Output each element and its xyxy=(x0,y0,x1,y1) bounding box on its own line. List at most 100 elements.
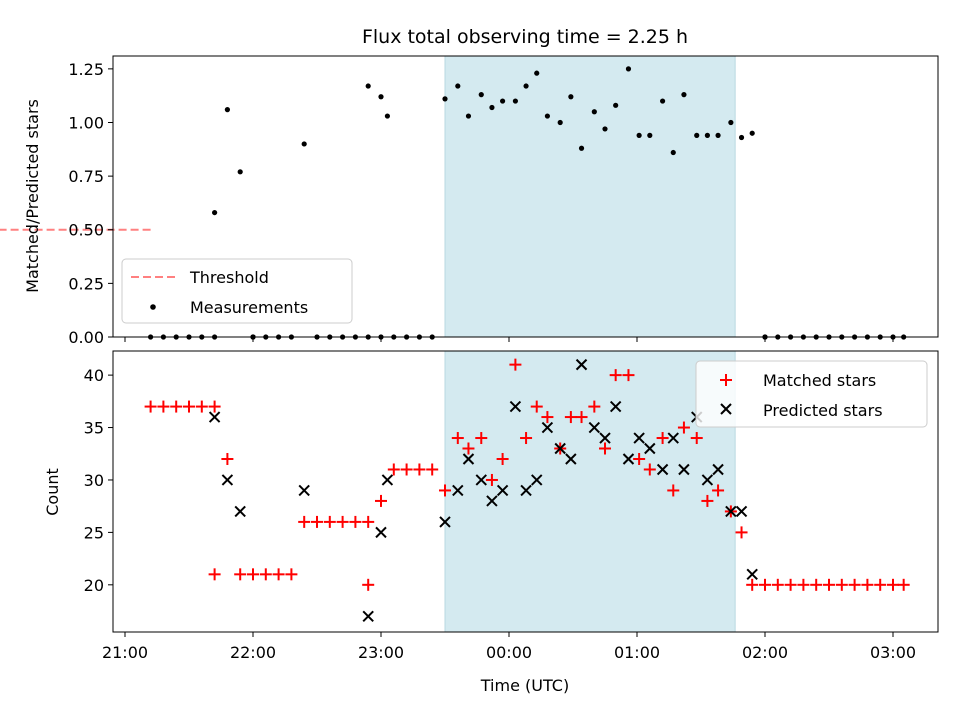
predicted-legend-label: Predicted stars xyxy=(763,401,883,420)
matched-star-point xyxy=(784,578,797,591)
measurement-point xyxy=(636,132,642,138)
bottom-y-tick-label: 40 xyxy=(84,366,104,385)
bottom-plot-area: 20 25 30 35 40 21:00 22:00 23:00 00:00 01:00 02:00… xyxy=(84,350,939,662)
matched-star-point xyxy=(874,578,887,591)
matched-star-point xyxy=(485,473,498,486)
matched-star-point xyxy=(221,452,234,465)
matched-star-point xyxy=(247,568,259,581)
matched-star-point xyxy=(336,515,349,528)
predicted-star-point xyxy=(520,484,532,497)
measurement-point xyxy=(442,96,448,102)
measurement-point xyxy=(715,132,721,138)
matched-star-point xyxy=(823,578,835,591)
predicted-star-point xyxy=(439,516,451,528)
top-y-axis-label: Matched/Predicted stars xyxy=(23,99,42,293)
predicted-star-point xyxy=(599,432,611,444)
bottom-y-axis-label: Count xyxy=(43,468,62,516)
top-y-tick-label: 1.25 xyxy=(68,60,104,79)
measurements-legend-swatch xyxy=(150,304,156,310)
matched-star-point xyxy=(400,463,413,476)
matched-star-point xyxy=(861,578,874,591)
predicted-star-point xyxy=(509,400,522,413)
matched-star-point xyxy=(887,578,899,591)
matched-star-point xyxy=(759,578,771,591)
matched-star-point xyxy=(311,515,323,528)
predicted-star-point xyxy=(701,474,714,486)
matched-star-point xyxy=(387,463,400,476)
measurement-point xyxy=(738,134,745,141)
predicted-star-point xyxy=(362,610,374,622)
measurement-point xyxy=(602,126,608,132)
matched-star-point xyxy=(439,484,451,497)
top-y-tick-label: 0.75 xyxy=(68,167,104,186)
matched-star-point xyxy=(509,358,522,371)
measurement-point xyxy=(568,94,574,100)
measurement-point xyxy=(728,119,734,126)
predicted-star-point xyxy=(667,432,679,444)
matched-star-point xyxy=(298,515,311,528)
predicted-star-point xyxy=(678,463,690,476)
matched-star-point xyxy=(848,578,861,591)
matched-star-point xyxy=(656,432,669,445)
matched-star-point xyxy=(520,432,533,445)
matched-star-point xyxy=(362,578,375,591)
predicted-star-point xyxy=(712,463,724,476)
bottom-legend: Matched stars Predicted stars xyxy=(695,360,928,428)
predicted-star-point xyxy=(565,453,577,465)
matched-star-point xyxy=(835,578,848,591)
matched-star-point xyxy=(157,400,170,413)
matched-star-point xyxy=(690,432,703,445)
bottom-legend-box xyxy=(695,360,928,428)
matched-star-point xyxy=(810,578,823,591)
predicted-star-point xyxy=(208,411,221,423)
bottom-y-tick-label: 35 xyxy=(84,419,104,438)
bottom-x-tick-label: 02:00 xyxy=(742,643,788,662)
bottom-x-tick-label: 23:00 xyxy=(358,643,404,662)
matched-star-point xyxy=(259,568,272,581)
matched-star-point xyxy=(701,494,714,507)
matched-star-point xyxy=(575,411,588,424)
measurement-point xyxy=(212,209,218,216)
top-shaded-interval xyxy=(444,55,736,338)
predicted-star-point xyxy=(656,463,669,476)
bottom-axes-frame xyxy=(112,350,939,633)
threshold-legend-label: Threshold xyxy=(189,268,269,287)
predicted-star-point xyxy=(486,495,498,507)
matched-star-point xyxy=(530,400,543,413)
measurement-point xyxy=(681,92,687,98)
top-legend: Threshold Measurements xyxy=(121,258,353,324)
top-plot-area: 0.00 0.25 0.50 0.75 1.00 1.25 xyxy=(0,55,939,347)
measurement-point xyxy=(613,102,619,108)
bottom-x-tick-label: 01:00 xyxy=(614,643,660,662)
matched-star-point xyxy=(462,442,475,455)
measurement-point xyxy=(523,83,529,89)
matched-star-point xyxy=(712,484,725,497)
top-y-tick-label: 0.25 xyxy=(68,274,104,293)
measurement-point xyxy=(489,104,495,111)
measurement-point xyxy=(301,141,307,147)
measurement-point xyxy=(647,132,653,138)
bottom-x-tick-label: 03:00 xyxy=(870,643,916,662)
matched-star-point xyxy=(426,463,439,476)
matched-star-point xyxy=(897,578,910,591)
matched-star-point xyxy=(170,400,183,413)
measurement-point xyxy=(749,130,755,136)
matched-star-point xyxy=(564,411,577,424)
predicted-star-point xyxy=(298,484,310,497)
matched-star-point xyxy=(413,463,426,476)
matched-star-point xyxy=(622,369,635,382)
matched-star-point xyxy=(183,400,195,413)
top-y-tick-label: 0.50 xyxy=(68,221,104,240)
measurement-point xyxy=(500,98,506,104)
matched-star-point xyxy=(323,515,336,528)
bottom-x-axis-label: Time (UTC) xyxy=(480,676,569,695)
matched-star-point xyxy=(375,494,387,507)
measurement-point xyxy=(660,98,666,104)
bottom-x-tick-label: 22:00 xyxy=(230,643,276,662)
matched-star-point xyxy=(746,578,759,591)
matched-star-point xyxy=(475,432,488,445)
measurement-point xyxy=(534,70,540,76)
measurement-point xyxy=(591,109,597,115)
predicted-star-point xyxy=(588,421,601,434)
